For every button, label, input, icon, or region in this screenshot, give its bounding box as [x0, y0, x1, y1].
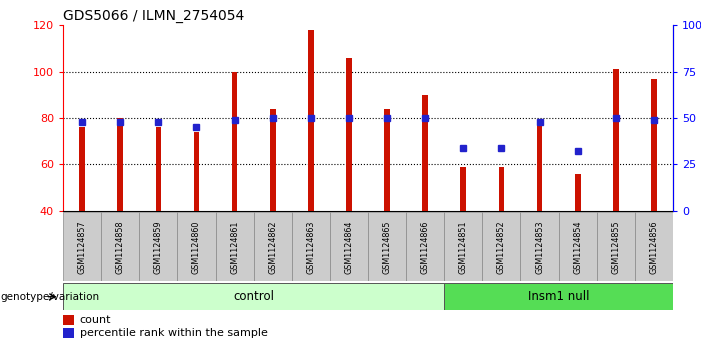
- Bar: [63, 212, 101, 281]
- Bar: [635, 212, 673, 281]
- Bar: [270, 109, 275, 211]
- Text: GSM1124859: GSM1124859: [154, 220, 163, 274]
- Bar: [520, 212, 559, 281]
- Bar: [559, 212, 597, 281]
- Bar: [368, 212, 406, 281]
- Text: genotype/variation: genotype/variation: [1, 292, 100, 302]
- Bar: [156, 127, 161, 211]
- Bar: [177, 212, 216, 281]
- Text: GSM1124858: GSM1124858: [116, 220, 125, 274]
- Text: GSM1124860: GSM1124860: [192, 220, 201, 274]
- Text: GSM1124854: GSM1124854: [573, 220, 582, 274]
- Bar: [651, 79, 657, 211]
- Bar: [254, 212, 292, 281]
- Text: GSM1124865: GSM1124865: [383, 220, 392, 274]
- Bar: [330, 212, 368, 281]
- Bar: [101, 212, 139, 281]
- Text: GSM1124851: GSM1124851: [459, 220, 468, 274]
- Bar: [292, 212, 330, 281]
- Text: GSM1124853: GSM1124853: [535, 220, 544, 274]
- Text: GSM1124861: GSM1124861: [230, 220, 239, 274]
- Text: control: control: [233, 290, 274, 303]
- Text: GSM1124856: GSM1124856: [649, 220, 658, 274]
- Bar: [79, 127, 85, 211]
- Text: GSM1124857: GSM1124857: [78, 220, 87, 274]
- Bar: [597, 212, 635, 281]
- Bar: [63, 283, 444, 310]
- Bar: [63, 315, 74, 325]
- Text: GSM1124863: GSM1124863: [306, 220, 315, 274]
- Text: GSM1124866: GSM1124866: [421, 220, 430, 274]
- Bar: [613, 69, 619, 211]
- Bar: [422, 95, 428, 211]
- Bar: [444, 283, 673, 310]
- Text: percentile rank within the sample: percentile rank within the sample: [80, 329, 268, 338]
- Text: count: count: [80, 315, 111, 325]
- Bar: [406, 212, 444, 281]
- Bar: [193, 132, 199, 211]
- Bar: [346, 58, 352, 211]
- Bar: [444, 212, 482, 281]
- Text: GSM1124864: GSM1124864: [344, 220, 353, 274]
- Text: GSM1124855: GSM1124855: [611, 220, 620, 274]
- Bar: [461, 167, 466, 211]
- Bar: [139, 212, 177, 281]
- Bar: [575, 174, 580, 211]
- Bar: [482, 212, 520, 281]
- Bar: [117, 118, 123, 211]
- Bar: [498, 167, 504, 211]
- Text: GSM1124852: GSM1124852: [497, 220, 506, 274]
- Text: GDS5066 / ILMN_2754054: GDS5066 / ILMN_2754054: [63, 9, 245, 23]
- Text: GSM1124862: GSM1124862: [268, 220, 277, 274]
- Text: Insm1 null: Insm1 null: [528, 290, 590, 303]
- Bar: [63, 328, 74, 338]
- Bar: [216, 212, 254, 281]
- Bar: [308, 30, 314, 211]
- Bar: [384, 109, 390, 211]
- Bar: [232, 72, 238, 211]
- Bar: [537, 125, 543, 211]
